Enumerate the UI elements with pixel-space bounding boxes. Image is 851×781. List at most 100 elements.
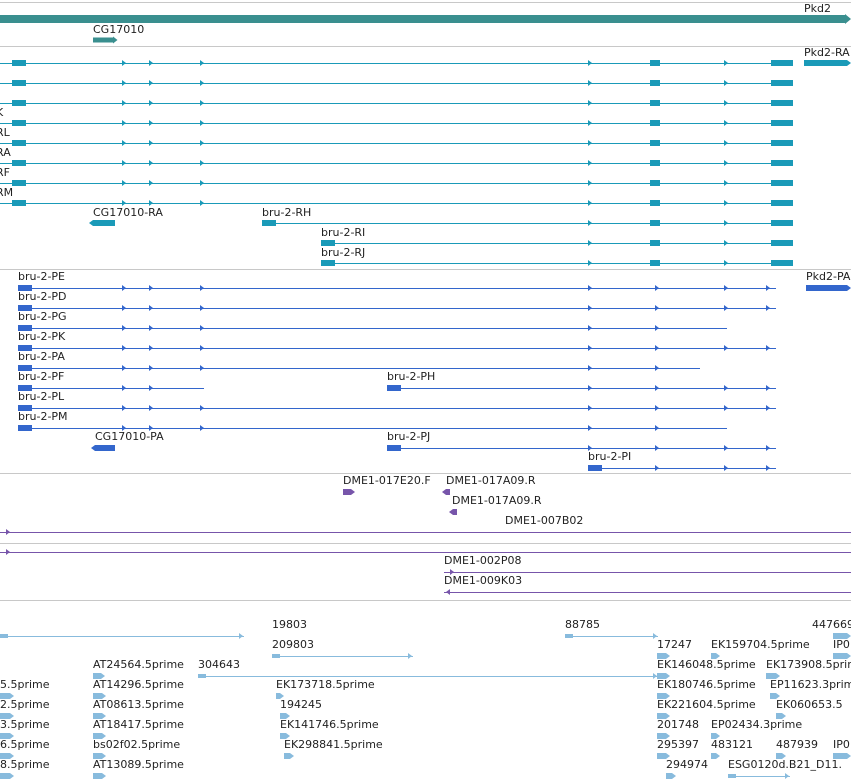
feature-label[interactable]: IP0 — [833, 738, 850, 751]
feature-glyph[interactable] — [93, 693, 106, 699]
feature-label[interactable]: DME1-007B02 — [505, 514, 584, 527]
feature-label[interactable]: bru-2-RJ — [321, 246, 366, 259]
feature-label[interactable]: ESG0120d.B21_D11. — [728, 758, 842, 771]
feature-glyph[interactable] — [0, 80, 793, 86]
feature-glyph[interactable] — [0, 753, 14, 759]
feature-label[interactable]: IP0 — [833, 638, 850, 651]
feature-glyph[interactable] — [343, 489, 355, 495]
feature-glyph[interactable] — [0, 633, 244, 639]
feature-glyph[interactable] — [0, 120, 793, 126]
feature-label[interactable]: 5.5prime — [0, 678, 50, 691]
feature-label[interactable]: EK173718.5prime — [276, 678, 375, 691]
feature-label[interactable]: bru-2-PK — [18, 330, 66, 343]
feature-label[interactable]: bru-2-PH — [387, 370, 436, 383]
feature-label[interactable]: AT08613.5prime — [93, 698, 184, 711]
feature-label[interactable]: DME1-002P08 — [444, 554, 522, 567]
feature-label[interactable]: 487939 — [776, 738, 818, 751]
feature-glyph[interactable] — [657, 673, 670, 679]
feature-glyph[interactable] — [0, 60, 793, 66]
feature-glyph[interactable] — [657, 733, 670, 739]
feature-label[interactable]: EK173908.5prime — [766, 658, 851, 671]
feature-glyph[interactable] — [321, 260, 793, 266]
feature-glyph[interactable] — [588, 465, 776, 471]
feature-label[interactable]: 304643 — [198, 658, 240, 671]
feature-glyph[interactable] — [93, 753, 106, 759]
feature-label[interactable]: bru-2-PD — [18, 290, 67, 303]
feature-glyph[interactable] — [0, 773, 14, 779]
feature-label[interactable]: 3.5prime — [0, 718, 50, 731]
feature-label[interactable]: 88785 — [565, 618, 600, 631]
feature-label[interactable]: bs02f02.5prime — [93, 738, 181, 751]
feature-glyph[interactable] — [321, 240, 793, 246]
feature-label[interactable]: CG17010-PA — [95, 430, 164, 443]
feature-glyph[interactable] — [0, 140, 793, 146]
feature-label[interactable]: RF — [0, 166, 10, 179]
feature-label[interactable]: EP11623.3prime — [770, 678, 851, 691]
feature-label[interactable]: EK159704.5prime — [711, 638, 810, 651]
feature-label[interactable]: 209803 — [272, 638, 314, 651]
feature-glyph[interactable] — [711, 653, 720, 659]
feature-glyph[interactable] — [657, 653, 670, 659]
feature-label[interactable]: bru-2-PE — [18, 270, 65, 283]
feature-glyph[interactable] — [272, 653, 413, 659]
feature-label[interactable]: DME1-017A09.R — [446, 474, 536, 487]
feature-glyph[interactable] — [657, 713, 670, 719]
feature-label[interactable]: EK180746.5prime — [657, 678, 756, 691]
feature-glyph[interactable] — [666, 773, 676, 779]
feature-glyph[interactable] — [657, 753, 670, 759]
feature-glyph[interactable] — [711, 733, 720, 739]
feature-glyph[interactable] — [444, 569, 851, 575]
feature-label[interactable]: EK060653.5 — [776, 698, 843, 711]
feature-glyph[interactable] — [449, 509, 457, 515]
feature-label[interactable]: RA — [0, 146, 11, 159]
feature-glyph[interactable] — [93, 733, 106, 739]
feature-label[interactable]: bru-2-PL — [18, 390, 65, 403]
feature-glyph[interactable] — [18, 325, 727, 331]
feature-glyph[interactable] — [0, 713, 14, 719]
feature-glyph[interactable] — [711, 753, 720, 759]
feature-glyph[interactable] — [776, 753, 786, 759]
feature-glyph[interactable] — [0, 549, 851, 555]
feature-label[interactable]: bru-2-PM — [18, 410, 68, 423]
feature-label[interactable]: 194245 — [280, 698, 322, 711]
feature-label[interactable]: 447669 — [812, 618, 851, 631]
feature-label[interactable]: AT18417.5prime — [93, 718, 184, 731]
feature-glyph[interactable] — [280, 713, 290, 719]
feature-label[interactable]: AT24564.5prime — [93, 658, 184, 671]
feature-glyph[interactable] — [0, 693, 14, 699]
feature-glyph[interactable] — [18, 385, 204, 391]
feature-glyph[interactable] — [18, 405, 776, 411]
feature-label[interactable]: EK141746.5prime — [280, 718, 379, 731]
feature-glyph[interactable] — [262, 220, 793, 226]
feature-glyph[interactable] — [276, 693, 284, 699]
feature-label[interactable]: EK221604.5prime — [657, 698, 756, 711]
feature-label[interactable]: 8.5prime — [0, 758, 50, 771]
feature-label[interactable]: AT13089.5prime — [93, 758, 184, 771]
feature-glyph[interactable] — [0, 160, 793, 166]
feature-label[interactable]: K — [0, 106, 3, 119]
feature-glyph[interactable] — [18, 305, 776, 311]
feature-label[interactable]: Pkd2 — [804, 2, 831, 15]
feature-glyph[interactable] — [387, 445, 776, 451]
feature-label[interactable]: Pkd2-RA — [804, 46, 850, 59]
feature-glyph[interactable] — [442, 489, 450, 495]
feature-label[interactable]: RL — [0, 126, 10, 139]
feature-glyph[interactable] — [728, 773, 790, 779]
feature-glyph[interactable] — [804, 60, 851, 66]
feature-label[interactable]: 483121 — [711, 738, 753, 751]
feature-label[interactable]: bru-2-PF — [18, 370, 65, 383]
feature-label[interactable]: bru-2-PI — [588, 450, 632, 463]
feature-label[interactable]: 19803 — [272, 618, 307, 631]
feature-label[interactable]: bru-2-RH — [262, 206, 312, 219]
feature-glyph[interactable] — [0, 100, 793, 106]
feature-label[interactable]: 294974 — [666, 758, 708, 771]
feature-glyph[interactable] — [198, 673, 658, 679]
feature-glyph[interactable] — [833, 633, 851, 639]
feature-glyph[interactable] — [0, 200, 793, 206]
feature-glyph[interactable] — [18, 285, 776, 291]
feature-glyph[interactable] — [833, 753, 851, 759]
feature-glyph[interactable] — [93, 773, 106, 779]
feature-glyph[interactable] — [770, 693, 780, 699]
feature-label[interactable]: 2.5prime — [0, 698, 50, 711]
feature-glyph[interactable] — [93, 36, 118, 44]
